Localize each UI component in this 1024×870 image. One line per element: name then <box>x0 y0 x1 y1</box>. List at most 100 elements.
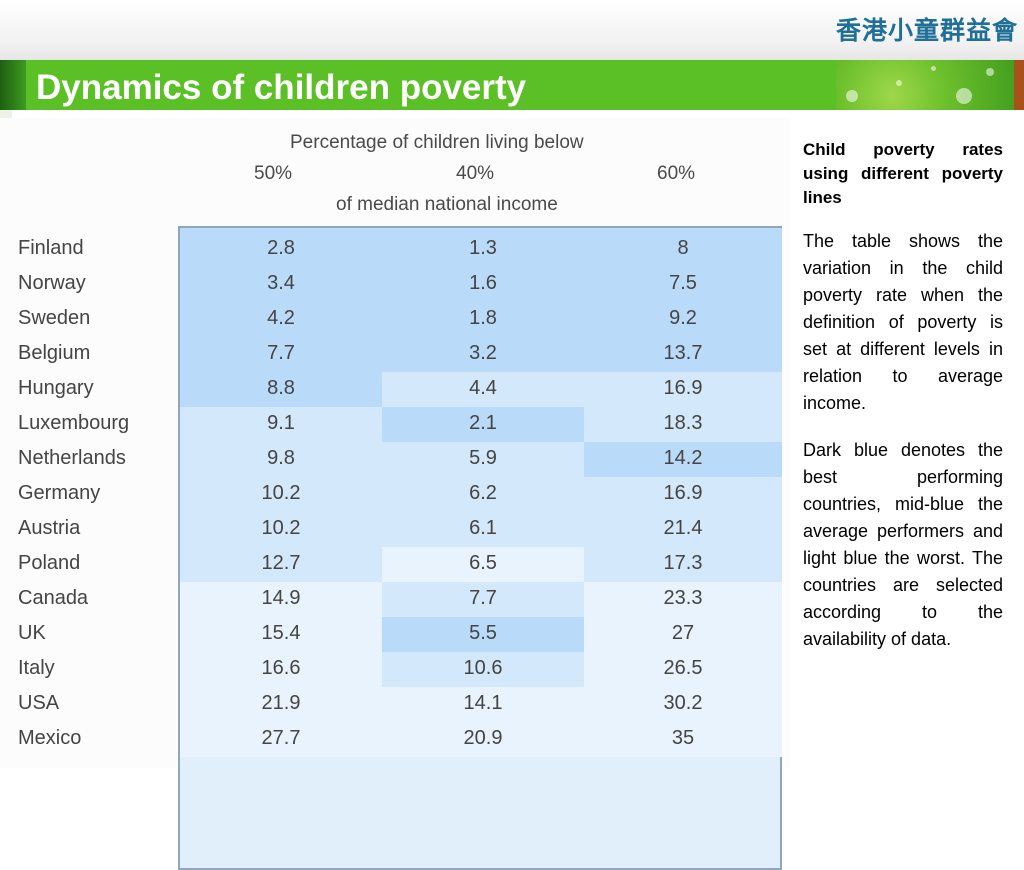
table-cell-bg <box>180 652 382 687</box>
row-label-country: Luxembourg <box>18 412 130 434</box>
table-cell-bg <box>584 407 782 442</box>
poverty-table-figure: Percentage of children living below 50% … <box>0 118 790 870</box>
row-label-country: Finland <box>18 237 84 259</box>
table-cell-value: 17.3 <box>663 552 703 574</box>
table-cell-bg <box>382 617 584 652</box>
table-cell-value: 10.6 <box>463 657 503 679</box>
table-cell-bg <box>584 687 782 722</box>
table-cell-value: 5.5 <box>469 622 497 644</box>
table-cell-value: 35 <box>671 727 695 749</box>
table-cell-value: 16.9 <box>663 482 703 504</box>
table-cell-value: 3.4 <box>267 272 295 294</box>
row-label-country: Canada <box>18 587 89 609</box>
side-paragraph-2: Dark blue denotes the best performing co… <box>803 440 1003 649</box>
table-cell-bg <box>180 372 382 407</box>
row-label-country: Belgium <box>18 342 91 364</box>
table-cell-value: 1.3 <box>469 237 497 259</box>
column-header-60: 60% <box>657 163 696 184</box>
table-cell-value: 16.9 <box>663 377 703 399</box>
table-cell-value: 27 <box>671 622 695 644</box>
table-cell-value: 12.7 <box>261 552 301 574</box>
row-label-country: UK <box>18 622 46 644</box>
table-cell-value: 6.1 <box>469 517 497 539</box>
table-cell-bg <box>382 547 584 582</box>
title-bar-accent <box>0 60 26 110</box>
table-cell-bg <box>180 617 382 652</box>
table-cell-bg <box>382 442 584 477</box>
table-cell-value: 14.9 <box>261 587 301 609</box>
table-cell-value: 9.2 <box>669 307 697 329</box>
table-cell-value: 21.9 <box>261 692 301 714</box>
table-cell-value: 27.7 <box>261 727 301 749</box>
table-cell-value: 10.2 <box>261 482 301 504</box>
top-band: 香港小童群益會 <box>0 0 1024 60</box>
table-cell-bg <box>584 652 782 687</box>
table-cell-value: 16.6 <box>261 657 301 679</box>
table-cell-bg <box>382 372 584 407</box>
table-cell-value: 14.2 <box>663 447 703 469</box>
table-cell-bg <box>180 722 382 757</box>
row-label-country: USA <box>18 692 60 714</box>
table-cell-bg <box>180 407 382 442</box>
table-cell-value: 30.2 <box>663 692 703 714</box>
table-cell-bg <box>180 477 382 512</box>
row-label-country: Austria <box>18 517 81 539</box>
table-cell-bg <box>180 582 382 617</box>
table-cell-bg <box>382 337 584 372</box>
table-cell-bg <box>584 617 782 652</box>
table-cell-value: 2.1 <box>469 412 497 434</box>
table-cell-bg <box>584 547 782 582</box>
table-cell-bg <box>180 228 382 267</box>
row-label-country: Poland <box>18 552 81 574</box>
title-panel: Dynamics of children poverty <box>26 60 836 110</box>
table-cell-bg <box>382 512 584 547</box>
table-cell-bg <box>382 228 584 267</box>
table-cell-bg <box>180 512 382 547</box>
table-cell-bg <box>382 302 584 337</box>
table-cell-value: 23.3 <box>663 587 703 609</box>
row-label-country: Norway <box>18 272 86 294</box>
row-label-country: Netherlands <box>18 447 126 469</box>
table-cell-bg <box>584 267 782 302</box>
column-header-40: 40% <box>456 163 495 184</box>
table-cell-bg <box>584 228 782 267</box>
row-label-country: Mexico <box>18 727 82 749</box>
table-cell-value: 4.2 <box>267 307 295 329</box>
table-cell-bg <box>382 267 584 302</box>
slide-title: Dynamics of children poverty <box>36 68 527 107</box>
table-cell-value: 21.4 <box>663 517 703 539</box>
table-cell-value: 9.8 <box>267 447 295 469</box>
table-cell-value: 5.9 <box>469 447 497 469</box>
table-cell-bg <box>584 372 782 407</box>
column-header-50: 50% <box>254 163 293 184</box>
data-grid: 2.8 1.3 8 3.4 1.6 7.5 4.2 1.8 9.2 7.7 3.2 13.7 8.8 4.… <box>178 226 782 870</box>
table-cell-bg <box>382 722 584 757</box>
table-cell-value: 1.8 <box>469 307 497 329</box>
table-header-subtitle: of median national income <box>336 194 558 215</box>
table-cell-bg <box>584 302 782 337</box>
table-cell-value: 14.1 <box>463 692 503 714</box>
table-cell-bg <box>382 477 584 512</box>
row-label-country: Hungary <box>18 377 94 399</box>
table-cell-bg <box>382 407 584 442</box>
table-cell-value: 7.5 <box>669 272 697 294</box>
side-heading: Child poverty rates using different pove… <box>803 140 1003 207</box>
table-cell-value: 26.5 <box>663 657 703 679</box>
side-panel: Child poverty rates using different pove… <box>803 138 1003 673</box>
table-cell-value: 4.4 <box>469 377 497 399</box>
row-label-country: Sweden <box>18 307 91 329</box>
table-cell-bg <box>584 722 782 757</box>
table-cell-value: 10.2 <box>261 517 301 539</box>
table-header-title: Percentage of children living below <box>290 132 584 153</box>
table-cell-value: 15.4 <box>261 622 301 644</box>
table-cell-value: 9.1 <box>267 412 295 434</box>
table-cell-value: 6.5 <box>469 552 497 574</box>
table-cell-value: 8.8 <box>267 377 295 399</box>
table-cell-bg <box>180 337 382 372</box>
table-cell-bg <box>584 337 782 372</box>
table-cell-value: 7.7 <box>469 587 497 609</box>
table-cell-bg <box>180 302 382 337</box>
table-cell-bg <box>382 582 584 617</box>
side-paragraph-1: The table shows the variation in the chi… <box>803 231 1003 413</box>
table-cell-bg <box>382 652 584 687</box>
